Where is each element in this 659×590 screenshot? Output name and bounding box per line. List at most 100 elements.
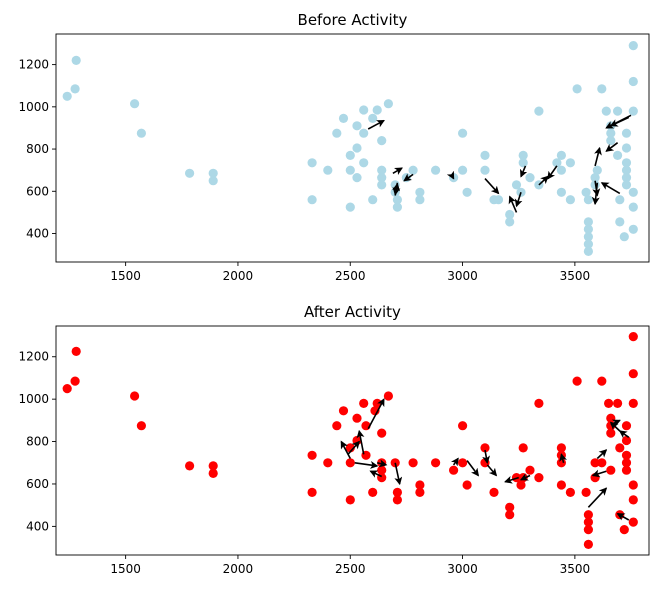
data-point — [628, 202, 638, 212]
x-tick-label: 3500 — [560, 269, 591, 283]
data-point — [352, 121, 362, 131]
data-point — [583, 232, 594, 242]
data-point — [352, 143, 362, 153]
data-point — [505, 209, 515, 220]
data-point — [534, 398, 544, 408]
data-point — [62, 384, 72, 394]
data-point — [415, 487, 425, 497]
data-point — [597, 376, 607, 386]
data-point — [628, 106, 638, 116]
data-point — [534, 106, 544, 116]
x-tick-label: 2000 — [223, 269, 254, 283]
data-point — [628, 76, 638, 87]
data-point — [606, 428, 616, 438]
data-point — [628, 398, 638, 408]
data-point — [415, 480, 425, 490]
data-point — [621, 128, 632, 138]
movement-arrow — [340, 440, 352, 459]
data-point — [415, 187, 425, 197]
x-tick-label: 1500 — [110, 562, 141, 576]
data-point — [516, 480, 526, 490]
data-point — [392, 487, 402, 497]
data-point — [377, 173, 387, 183]
data-point — [621, 180, 632, 190]
data-point — [518, 443, 528, 453]
y-tick-label: 1000 — [18, 100, 49, 114]
data-point — [345, 202, 355, 212]
data-point — [628, 41, 638, 51]
data-point — [70, 84, 80, 94]
data-point — [462, 480, 472, 490]
data-point — [480, 443, 490, 453]
data-point — [431, 458, 441, 468]
data-point — [505, 217, 515, 227]
data-point — [338, 113, 349, 123]
data-point — [525, 465, 535, 475]
data-point — [383, 391, 393, 401]
x-tick-label: 3000 — [447, 562, 478, 576]
data-point — [493, 195, 504, 205]
movement-arrow — [519, 473, 531, 481]
data-point — [556, 187, 567, 197]
movement-arrow — [369, 470, 383, 478]
data-point — [628, 224, 638, 234]
data-point — [619, 232, 629, 242]
data-point — [556, 458, 567, 468]
data-point — [615, 443, 625, 453]
data-point — [552, 158, 562, 168]
arrow-series — [367, 114, 632, 213]
movement-arrow — [618, 430, 630, 439]
data-point — [615, 217, 625, 227]
data-point — [408, 165, 418, 175]
data-point — [621, 458, 632, 468]
data-point — [565, 195, 576, 205]
data-point — [628, 495, 638, 505]
y-tick-label: 600 — [26, 184, 49, 198]
data-point — [307, 450, 317, 460]
data-point — [583, 224, 594, 234]
data-point — [505, 510, 515, 520]
data-point — [592, 165, 602, 175]
movement-arrow — [547, 165, 558, 180]
data-point — [621, 421, 632, 431]
y-tick-label: 1000 — [18, 392, 49, 406]
data-point — [581, 187, 591, 197]
data-point — [572, 376, 582, 386]
data-point — [208, 168, 218, 178]
data-point — [480, 150, 490, 160]
x-tick-label: 2500 — [335, 269, 366, 283]
data-point — [377, 465, 387, 475]
data-point — [71, 55, 81, 65]
data-point — [458, 165, 468, 175]
data-point — [449, 465, 459, 475]
data-point — [377, 165, 387, 175]
data-point — [62, 91, 72, 101]
data-point — [208, 461, 218, 471]
data-point — [352, 413, 362, 423]
panel-1: Before Activity 1500 2000 2500 3000 3500 400 60… — [18, 11, 650, 283]
data-point — [621, 173, 632, 183]
movement-arrow — [356, 429, 365, 455]
movement-arrow — [377, 459, 388, 468]
data-point — [621, 158, 632, 168]
movement-arrow — [367, 119, 385, 130]
point-series — [62, 41, 638, 256]
data-point — [581, 487, 591, 497]
data-point — [185, 461, 195, 471]
data-point — [359, 398, 369, 408]
data-point — [392, 202, 402, 212]
arrow-series — [340, 398, 630, 521]
movement-arrow — [486, 464, 498, 477]
movement-arrow — [484, 178, 500, 195]
data-point — [377, 180, 387, 190]
data-point — [511, 180, 522, 190]
data-point — [565, 158, 576, 168]
y-tick-label: 1200 — [18, 350, 49, 364]
data-point — [408, 458, 418, 468]
data-point — [70, 376, 80, 386]
panel-title: After Activity — [304, 303, 401, 321]
movement-arrow — [616, 513, 630, 521]
data-point — [621, 450, 632, 460]
data-point — [615, 195, 625, 205]
data-point — [590, 173, 600, 183]
